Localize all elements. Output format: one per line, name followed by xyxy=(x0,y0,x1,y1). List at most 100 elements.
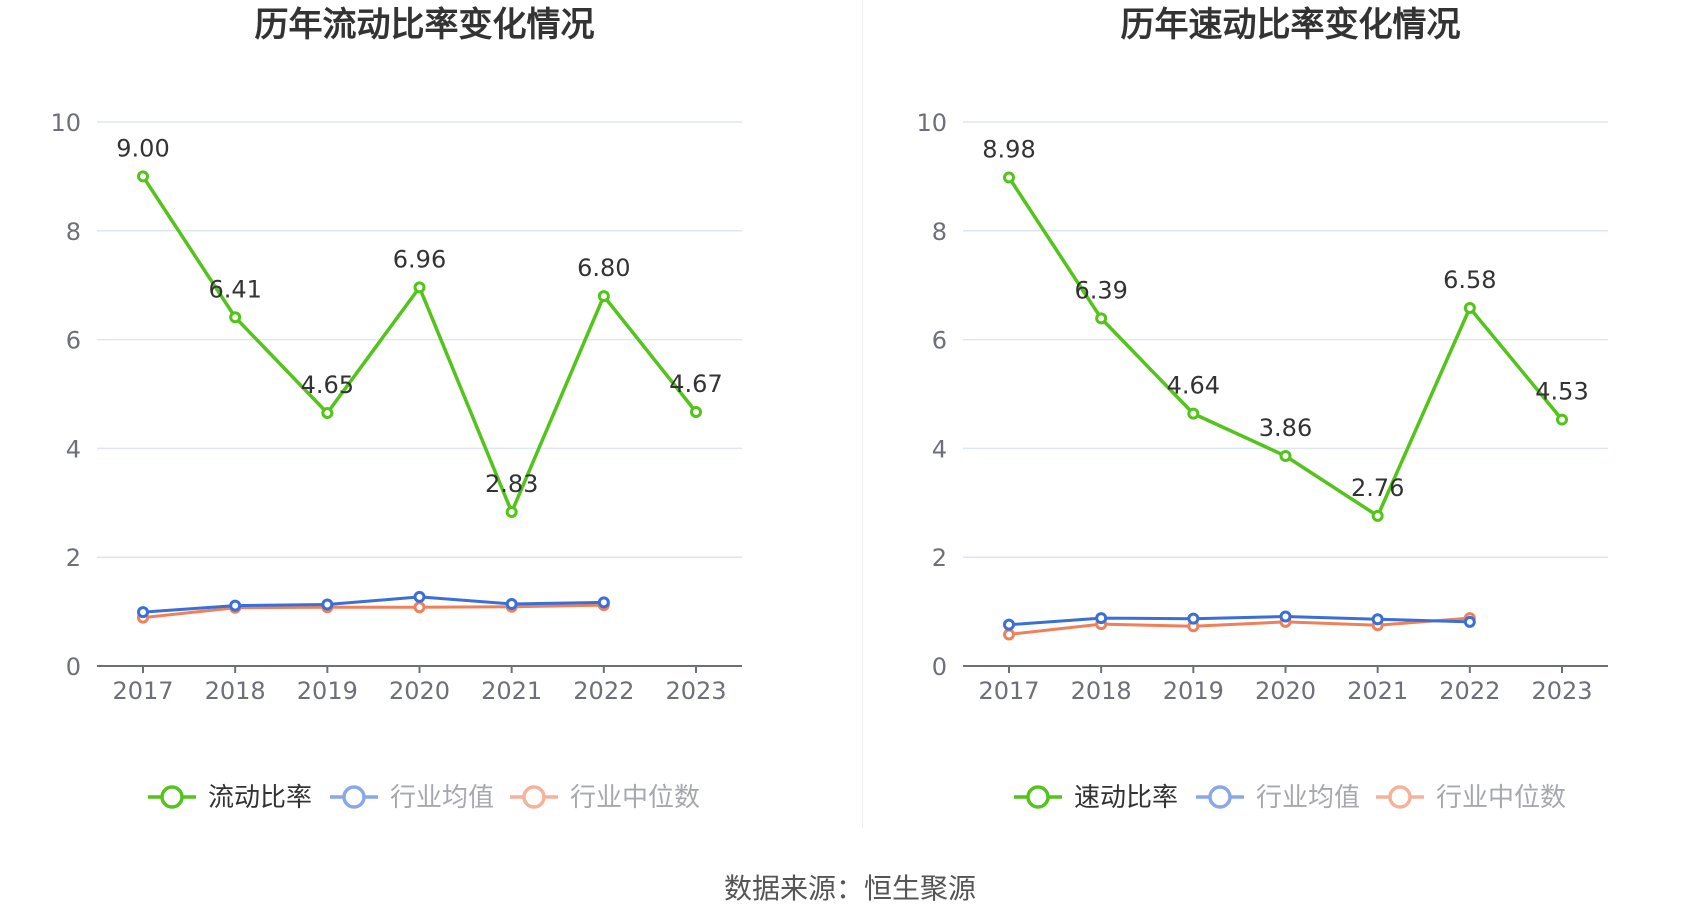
data-label: 4.67 xyxy=(669,370,722,398)
legend-swatch-marker xyxy=(160,785,184,809)
legend-label: 行业中位数 xyxy=(570,783,700,813)
legend-swatch-marker xyxy=(342,785,366,809)
data-point xyxy=(413,601,426,614)
legend-swatch-marker xyxy=(522,785,546,809)
x-tick-label: 2022 xyxy=(573,677,634,705)
panel-divider xyxy=(862,0,863,828)
data-label: 6.41 xyxy=(208,275,261,303)
y-tick-label: 2 xyxy=(932,544,947,572)
chart-title: 历年流动比率变化情况 xyxy=(255,5,595,45)
legend-swatch-marker xyxy=(1026,785,1050,809)
series-line-2 xyxy=(1008,616,1470,636)
y-tick-label: 8 xyxy=(932,218,947,246)
y-tick-label: 4 xyxy=(66,435,81,463)
data-point xyxy=(1187,407,1200,420)
current-ratio-chart: 历年流动比率变化情况 0 2 4 6 8 10 2017 2018 2019 2020 2021 202… xyxy=(50,5,742,813)
x-tick-label: 2023 xyxy=(665,677,726,705)
data-label: 4.64 xyxy=(1167,372,1220,400)
y-tick-label: 8 xyxy=(66,218,81,246)
y-tick-label: 6 xyxy=(932,327,947,355)
x-tick-label: 2017 xyxy=(978,677,1039,705)
y-tick-label: 10 xyxy=(916,109,947,137)
x-tick-label: 2020 xyxy=(389,677,450,705)
series-line-0 xyxy=(1007,176,1564,518)
data-point xyxy=(137,606,149,619)
data-point xyxy=(1003,628,1015,641)
legend-item: 流动比率 xyxy=(148,783,312,813)
data-point xyxy=(1003,171,1015,184)
x-tick-label: 2023 xyxy=(1531,677,1592,705)
data-point xyxy=(1095,312,1108,325)
data-point xyxy=(1371,509,1384,522)
y-tick-label: 6 xyxy=(66,327,81,355)
legend-swatch-marker xyxy=(1208,785,1232,809)
series-line-1 xyxy=(142,595,604,614)
data-point xyxy=(321,598,334,611)
data-point xyxy=(1095,612,1108,625)
legend-item: 速动比率 xyxy=(1014,783,1178,813)
data-label: 6.80 xyxy=(577,254,630,282)
data-label: 6.58 xyxy=(1443,266,1496,294)
series-line-1 xyxy=(1008,615,1470,627)
x-tick-label: 2018 xyxy=(1071,677,1132,705)
x-tick-label: 2019 xyxy=(1163,677,1224,705)
data-point xyxy=(597,596,610,609)
data-point xyxy=(1463,302,1476,315)
y-tick-label: 4 xyxy=(932,435,947,463)
x-tick-label: 2018 xyxy=(205,677,266,705)
y-tick-label: 2 xyxy=(66,544,81,572)
chart-panel-current-ratio: 历年流动比率变化情况 0 2 4 6 8 10 2017 2018 2019 2020 2021 202… xyxy=(0,0,860,830)
data-point xyxy=(413,281,426,294)
y-tick-label: 0 xyxy=(932,653,947,681)
legend-item: 行业均值 xyxy=(330,783,494,813)
legend-label: 流动比率 xyxy=(208,783,312,813)
legend-label: 行业中位数 xyxy=(1436,783,1566,813)
y-tick-label: 0 xyxy=(66,653,81,681)
data-point xyxy=(1556,413,1568,426)
legend-label: 行业均值 xyxy=(1256,783,1360,813)
data-point xyxy=(1463,615,1476,628)
data-label: 6.96 xyxy=(393,245,446,273)
data-point xyxy=(321,407,334,420)
data-label: 6.39 xyxy=(1074,276,1127,304)
data-point xyxy=(1279,450,1292,463)
data-point xyxy=(229,311,242,324)
data-source-text: 数据来源：恒生聚源 xyxy=(723,872,976,905)
data-point xyxy=(137,170,149,183)
data-label: 3.86 xyxy=(1259,414,1312,442)
x-tick-label: 2021 xyxy=(1347,677,1408,705)
data-label: 4.53 xyxy=(1535,378,1588,406)
data-label: 2.76 xyxy=(1351,474,1404,502)
data-label: 4.65 xyxy=(301,371,354,399)
data-point xyxy=(597,290,610,303)
data-label: 2.83 xyxy=(485,470,538,498)
data-point xyxy=(505,506,518,519)
chart-title: 历年速动比率变化情况 xyxy=(1121,5,1461,45)
x-tick-label: 2019 xyxy=(297,677,358,705)
data-point xyxy=(1371,613,1384,626)
legend-item: 行业中位数 xyxy=(1376,783,1566,813)
quick-ratio-chart: 历年速动比率变化情况 0 2 4 6 8 10 2017 2018 2019 2020 2021 202… xyxy=(916,5,1608,813)
legend-item: 行业中位数 xyxy=(510,783,700,813)
x-tick-label: 2021 xyxy=(481,677,542,705)
data-point xyxy=(413,590,426,603)
series-line-0 xyxy=(141,175,698,514)
legend-item: 行业均值 xyxy=(1196,783,1360,813)
legend-label: 速动比率 xyxy=(1074,783,1178,813)
data-point xyxy=(1187,612,1200,625)
data-point xyxy=(505,597,518,610)
legend-swatch-marker xyxy=(1388,785,1412,809)
data-label: 9.00 xyxy=(116,134,169,162)
y-tick-label: 10 xyxy=(50,109,81,137)
data-label: 8.98 xyxy=(982,135,1035,163)
legend-label: 行业均值 xyxy=(390,783,494,813)
chart-panel-quick-ratio: 历年速动比率变化情况 0 2 4 6 8 10 2017 2018 2019 2020 2021 202… xyxy=(866,0,1700,830)
x-tick-label: 2017 xyxy=(112,677,173,705)
data-point xyxy=(1003,618,1015,631)
data-point xyxy=(229,599,242,612)
x-tick-label: 2022 xyxy=(1439,677,1500,705)
x-tick-label: 2020 xyxy=(1255,677,1316,705)
data-point xyxy=(1279,610,1292,623)
series-line-2 xyxy=(142,603,604,620)
data-point xyxy=(690,405,702,418)
